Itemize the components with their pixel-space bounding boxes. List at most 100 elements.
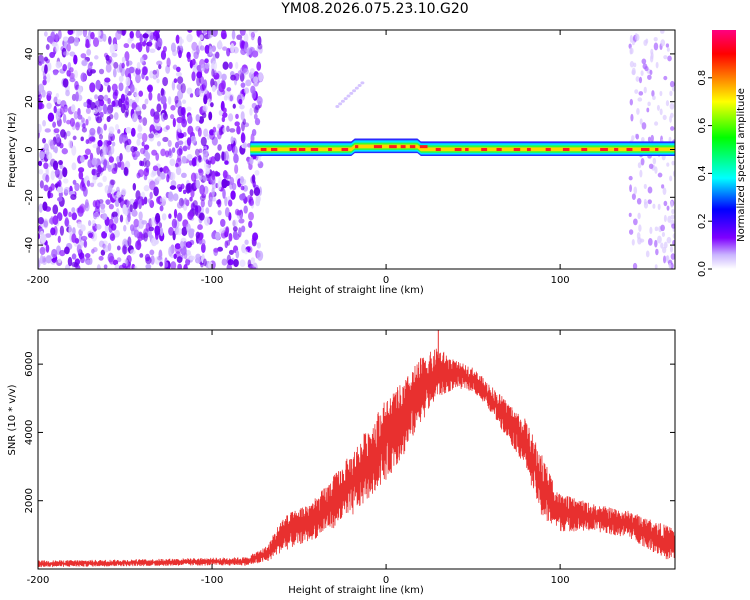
noise-speck (221, 112, 228, 118)
noise-speck (74, 80, 79, 91)
noise-speck (170, 104, 176, 111)
late-noise-speck (638, 76, 643, 84)
snr-y-axis-title: SNR (10 * v/v) (7, 384, 18, 455)
noise-speck (175, 157, 182, 167)
noise-speck (139, 56, 145, 64)
noise-speck (90, 31, 95, 40)
noise-speck (226, 47, 231, 57)
x-tick-label: -100 (201, 275, 224, 286)
noise-speck (183, 251, 188, 260)
noise-speck (69, 67, 74, 73)
late-noise-speck (661, 231, 666, 237)
noise-speck (160, 148, 166, 157)
noise-speck (187, 114, 193, 124)
noise-speck (78, 167, 85, 173)
noise-speck (110, 223, 117, 231)
late-noise-speck (631, 238, 635, 246)
late-noise-speck (644, 65, 649, 72)
noise-speck (142, 33, 149, 39)
noise-speck (164, 261, 169, 268)
noise-speck (150, 216, 157, 227)
noise-speck (38, 169, 44, 175)
noise-speck (75, 30, 80, 38)
noise-speck (190, 172, 197, 182)
late-noise-speck (637, 97, 643, 102)
noise-speck (80, 72, 87, 83)
noise-speck (148, 133, 154, 139)
noise-speck (124, 207, 129, 216)
noise-speck (181, 155, 187, 164)
x-tick-label: -200 (27, 275, 50, 286)
noise-speck (116, 245, 121, 251)
noise-speck (61, 148, 68, 155)
noise-speck (81, 184, 87, 192)
late-noise-speck (660, 30, 665, 34)
y-tick-label: 6000 (24, 351, 35, 376)
noise-speck (38, 203, 43, 213)
late-noise-speck (652, 203, 656, 209)
noise-speck (137, 169, 145, 178)
noise-speck (144, 98, 149, 105)
noise-speck (247, 259, 252, 267)
late-noise-speck (648, 237, 653, 246)
noise-speck (85, 253, 91, 259)
noise-speck (116, 191, 122, 198)
noise-speck (71, 207, 76, 213)
noise-speck (226, 125, 230, 133)
signal-core (526, 148, 531, 151)
noise-speck (197, 154, 202, 163)
noise-speck (141, 220, 148, 225)
noise-speck (185, 183, 191, 194)
late-noise-speck (654, 226, 659, 232)
noise-speck (38, 233, 41, 240)
noise-speck (176, 116, 183, 124)
noise-speck (232, 103, 236, 109)
noise-speck (38, 160, 43, 167)
noise-speck (202, 149, 209, 156)
noise-speck (59, 225, 65, 236)
signal-core (373, 145, 382, 149)
chirp-speck (340, 99, 345, 103)
noise-speck (154, 132, 161, 138)
noise-speck (99, 111, 104, 118)
noise-speck (157, 37, 163, 48)
noise-speck (89, 127, 96, 136)
noise-speck (53, 128, 60, 134)
noise-speck (107, 164, 112, 173)
noise-speck (154, 41, 159, 50)
noise-speck (45, 44, 50, 50)
noise-speck (156, 176, 162, 182)
late-noise-speck (641, 122, 647, 130)
noise-speck (80, 235, 88, 241)
noise-speck (103, 245, 110, 253)
noise-speck (253, 187, 261, 196)
noise-speck (67, 256, 73, 267)
x-tick-label: 0 (383, 275, 389, 286)
late-noise-speck (667, 55, 672, 62)
late-noise-speck (633, 218, 638, 226)
late-noise-speck (672, 233, 675, 239)
late-noise-speck (631, 193, 636, 200)
noise-speck (173, 253, 177, 259)
noise-speck (196, 76, 201, 87)
noise-speck (186, 253, 193, 261)
noise-speck (148, 226, 154, 232)
late-noise-speck (645, 250, 650, 258)
noise-speck (57, 235, 61, 244)
signal-core (355, 145, 359, 149)
noise-speck (50, 31, 56, 42)
noise-speck (177, 263, 182, 269)
noise-speck (234, 164, 239, 174)
spectrogram-x-axis-title: Height of straight line (km) (288, 285, 424, 296)
noise-speck (45, 233, 52, 238)
noise-speck (176, 256, 183, 263)
late-noise-speck (656, 104, 660, 111)
noise-speck (203, 128, 209, 137)
noise-speck (78, 240, 83, 250)
y-tick-label: 4000 (24, 420, 35, 445)
noise-speck (218, 109, 223, 116)
noise-speck (171, 80, 176, 91)
noise-speck (84, 199, 89, 209)
noise-speck (116, 257, 122, 263)
noise-speck (256, 250, 264, 261)
